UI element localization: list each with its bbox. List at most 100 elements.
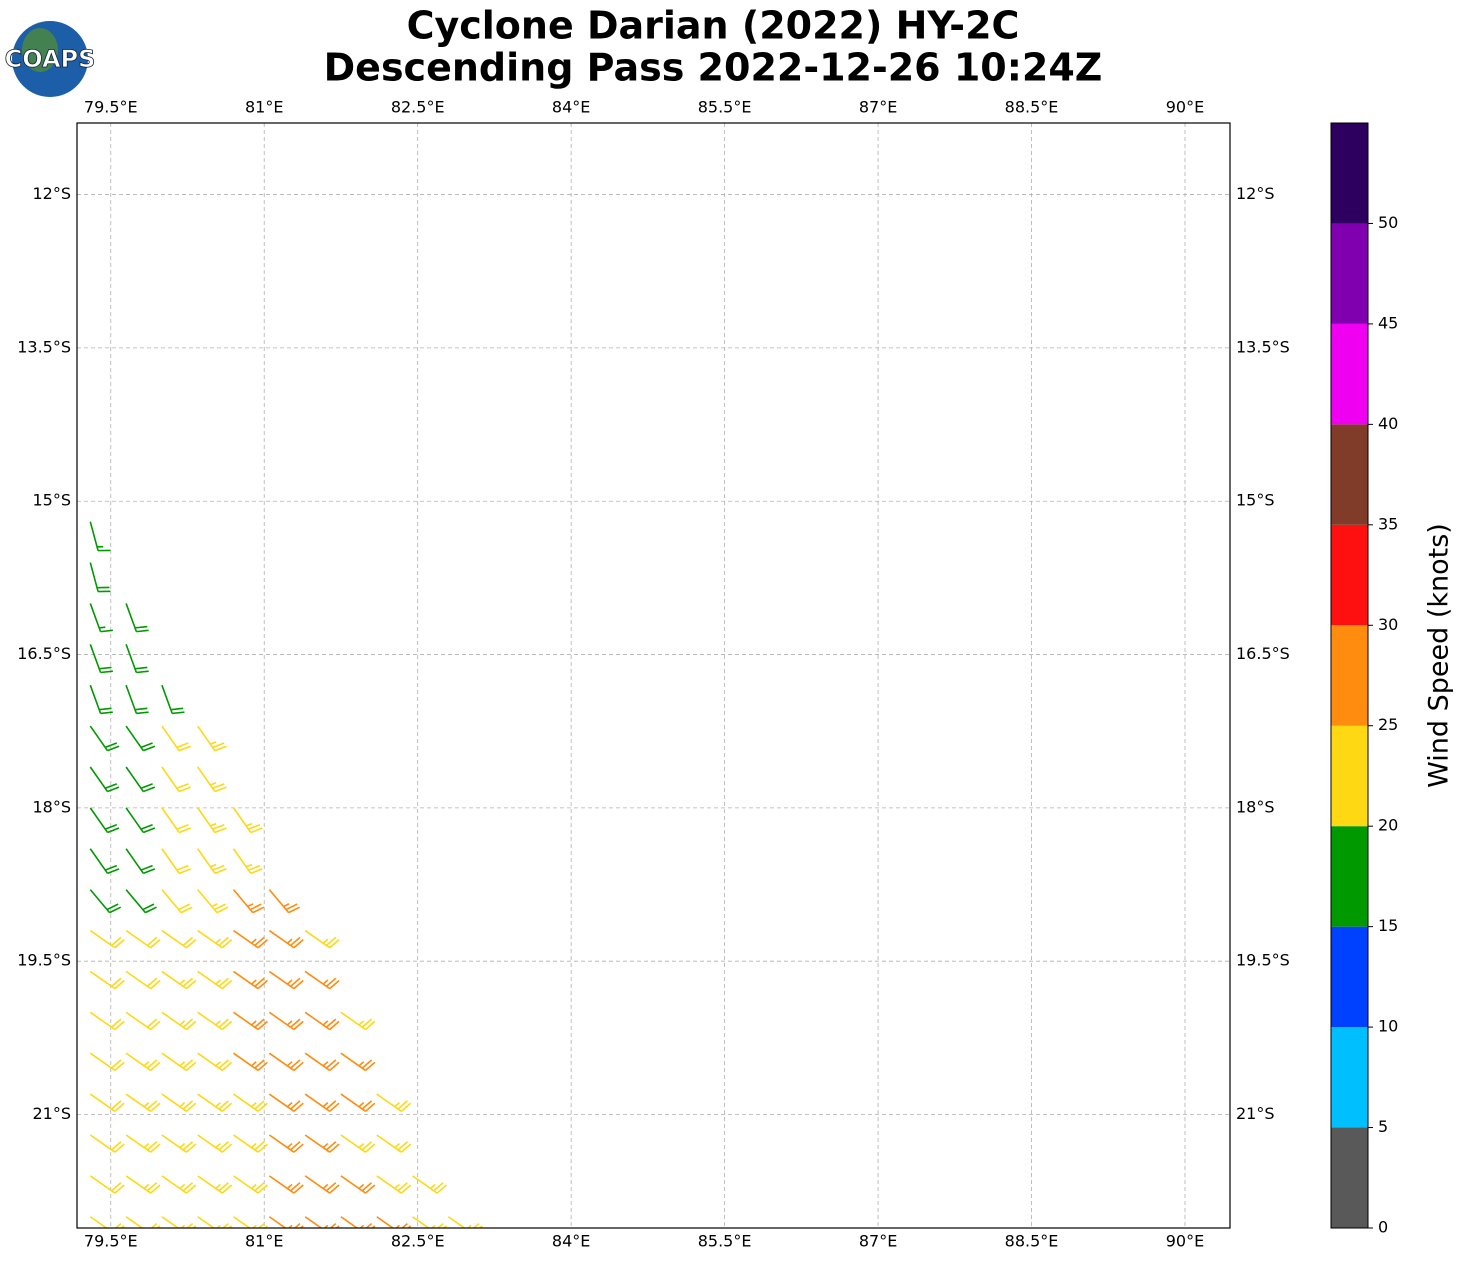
wind-barb — [304, 1175, 340, 1194]
colorbar-frame — [1330, 122, 1369, 1229]
wind-barb — [89, 562, 111, 593]
colorbar-segment — [1331, 323, 1368, 425]
wind-barb — [161, 1011, 197, 1031]
colorbar-tick-label: 30 — [1378, 615, 1398, 634]
wind-barb — [125, 1093, 161, 1112]
wind-barb — [304, 929, 340, 949]
wind-barb — [125, 929, 161, 949]
logo-text: COAPS — [5, 45, 96, 73]
x-tick-label: 82.5°E — [391, 98, 445, 117]
colorbar-tick-label: 40 — [1378, 414, 1398, 433]
y-tick-label: 18°S — [32, 797, 71, 816]
colorbar-segment — [1331, 926, 1368, 1028]
wind-barb — [268, 1052, 304, 1072]
wind-barb — [232, 889, 265, 914]
wind-barb — [304, 1216, 340, 1228]
wind-barb — [340, 1011, 376, 1031]
wind-barb — [233, 929, 268, 949]
wind-barb — [233, 1011, 268, 1031]
plot-frame — [76, 122, 1231, 1229]
y-tick-label: 18°S — [1236, 797, 1275, 816]
x-tick-label: 81°E — [245, 98, 283, 117]
wind-barb — [340, 1216, 376, 1228]
x-tick-label: 84°E — [552, 98, 590, 117]
wind-barb — [161, 1134, 197, 1153]
wind-barb — [376, 1134, 412, 1153]
wind-barb — [268, 1216, 304, 1228]
wind-barb — [161, 929, 197, 949]
logo-land — [22, 28, 58, 72]
wind-barb — [125, 889, 157, 914]
wind-barb — [125, 970, 161, 990]
wind-barb — [89, 1175, 125, 1194]
wind-barb — [197, 725, 227, 752]
wind-barb — [232, 807, 263, 834]
wind-barb — [89, 603, 113, 633]
x-tick-label: 79.5°E — [84, 98, 138, 117]
wind-barb — [268, 929, 304, 949]
wind-barb — [89, 889, 122, 914]
x-tick-label: 79.5°E — [84, 1232, 138, 1251]
wind-barb — [197, 1093, 233, 1112]
colorbar-tick-label: 10 — [1378, 1017, 1398, 1036]
wind-barb — [197, 807, 227, 834]
y-tick-label: 12°S — [1236, 184, 1275, 203]
wind-barb — [89, 1011, 125, 1031]
wind-barb — [89, 766, 120, 793]
wind-barb — [412, 1216, 448, 1228]
wind-barb — [89, 848, 120, 875]
colorbar-tick-label: 50 — [1378, 213, 1398, 232]
wind-barb — [232, 848, 263, 875]
x-tick-label: 84°E — [552, 1232, 590, 1251]
x-tick-label: 82.5°E — [391, 1232, 445, 1251]
wind-barb — [161, 725, 191, 752]
wind-barb — [125, 848, 156, 875]
colorbar-tick-label: 15 — [1378, 916, 1398, 935]
wind-barb — [376, 1093, 412, 1112]
wind-barb — [233, 1134, 268, 1153]
wind-barb — [125, 725, 156, 752]
wind-barb — [161, 889, 193, 914]
wind-barb — [161, 1175, 197, 1194]
x-tick-label: 90°E — [1166, 1232, 1204, 1251]
y-tick-label: 16.5°S — [1236, 644, 1290, 663]
wind-barb — [89, 970, 125, 990]
wind-barb — [197, 1011, 233, 1031]
wind-barb — [89, 725, 120, 752]
x-tick-label: 90°E — [1166, 98, 1204, 117]
colorbar-segment — [1331, 725, 1368, 827]
wind-barb — [125, 644, 149, 674]
y-tick-label: 19.5°S — [1236, 951, 1290, 970]
wind-barb — [197, 1134, 233, 1153]
wind-barb — [376, 1216, 412, 1228]
wind-barb — [268, 1093, 304, 1112]
x-tick-label: 88.5°E — [1005, 1232, 1059, 1251]
wind-barb — [89, 1052, 125, 1072]
y-tick-label: 15°S — [1236, 491, 1275, 510]
wind-barb — [197, 929, 233, 949]
wind-barb — [161, 970, 197, 990]
wind-barb — [89, 807, 120, 834]
x-tick-label: 87°E — [859, 1232, 897, 1251]
wind-barb — [89, 1134, 125, 1153]
wind-barb — [233, 970, 268, 990]
wind-barb — [125, 807, 156, 834]
wind-barb — [233, 1216, 268, 1228]
wind-barb — [89, 521, 111, 552]
colorbar-segment — [1331, 524, 1368, 626]
wind-barb — [161, 848, 191, 875]
wind-barb — [340, 1134, 376, 1153]
colorbar-tick-label: 5 — [1378, 1117, 1388, 1136]
y-tick-label: 19.5°S — [17, 951, 71, 970]
wind-barb — [304, 1011, 340, 1031]
wind-barb — [125, 766, 156, 793]
colorbar-segment — [1331, 424, 1368, 525]
colorbar-tick-label: 20 — [1378, 816, 1398, 835]
wind-barb — [161, 807, 191, 834]
colorbar-tick-label: 45 — [1378, 313, 1398, 332]
wind-barb — [340, 1175, 376, 1194]
wind-barb — [125, 1175, 161, 1194]
wind-barb — [268, 970, 304, 990]
wind-barb — [304, 1052, 340, 1072]
x-tick-label: 85.5°E — [698, 1232, 752, 1251]
